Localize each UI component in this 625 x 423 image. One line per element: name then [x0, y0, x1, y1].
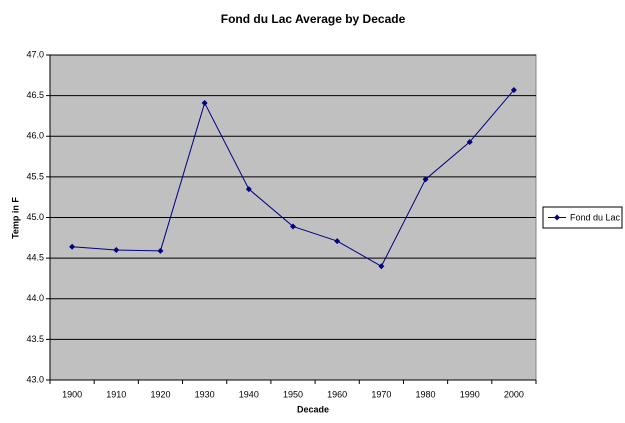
data-point [334, 238, 341, 245]
x-tick-label: 1900 [62, 389, 82, 399]
y-tick-label: 45.0 [26, 212, 44, 222]
y-tick-label: 44.0 [26, 293, 44, 303]
x-axis-label: Decade [297, 404, 329, 414]
x-tick-label: 1910 [106, 389, 126, 399]
data-point [290, 223, 296, 230]
chart-title: Fond du Lac Average by Decade [221, 12, 406, 26]
data-point [113, 247, 120, 253]
data-point [510, 86, 517, 93]
y-tick-label: 45.5 [26, 171, 44, 181]
legend-label: Fond du Lac [570, 212, 621, 222]
y-tick-label: 46.0 [26, 131, 44, 141]
data-point [69, 243, 76, 250]
x-tick-label: 1940 [239, 389, 259, 399]
x-tick-label: 1950 [283, 389, 303, 399]
y-tick-label: 43.5 [26, 334, 44, 344]
y-tick-label: 47.0 [26, 49, 44, 59]
x-tick-label: 1970 [371, 389, 391, 399]
data-point [157, 247, 164, 254]
x-tick-label: 1960 [327, 389, 347, 399]
data-point [378, 263, 385, 270]
x-tick-label: 1980 [416, 389, 436, 399]
legend-marker [554, 214, 560, 221]
legend-box [542, 206, 623, 229]
x-tick-label: 1920 [150, 389, 170, 399]
data-point [201, 99, 208, 106]
x-tick-label: 1930 [195, 389, 215, 399]
y-tick-label: 44.5 [26, 253, 44, 263]
data-point [466, 138, 473, 145]
y-tick-label: 43.0 [26, 374, 44, 384]
data-point [422, 176, 429, 183]
data-point [245, 186, 252, 193]
y-axis-label: Temp in F [10, 197, 20, 239]
x-tick-label: 2000 [504, 389, 524, 399]
x-tick-label: 1990 [460, 389, 480, 399]
y-tick-label: 46.5 [26, 90, 44, 100]
